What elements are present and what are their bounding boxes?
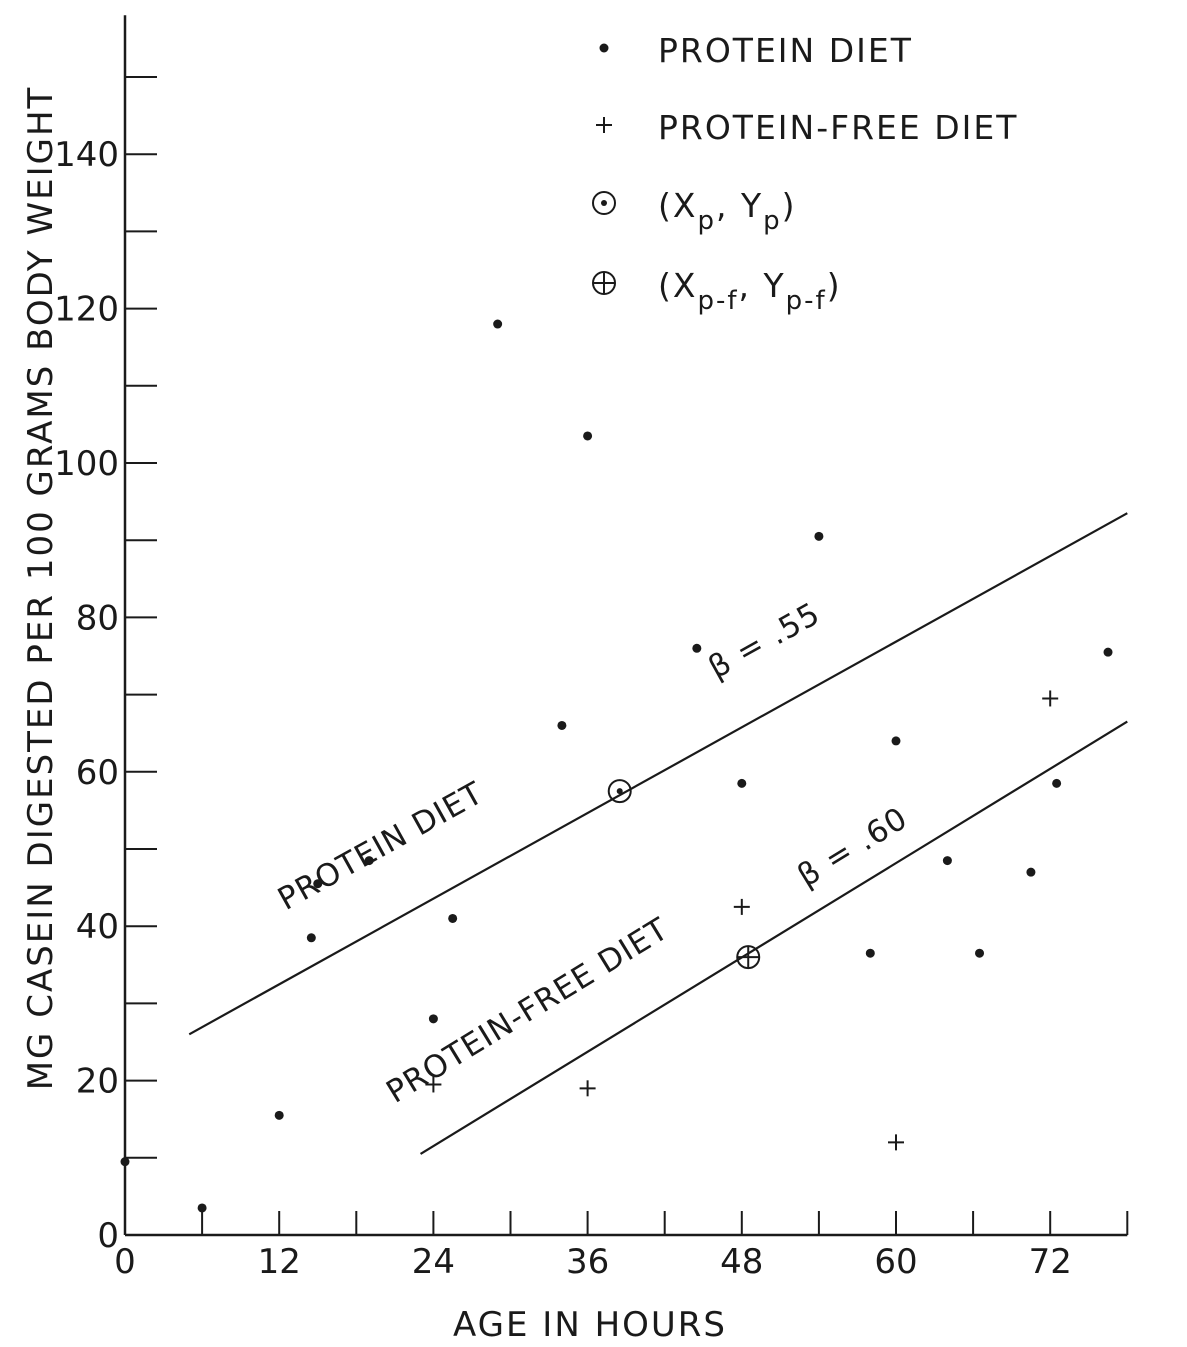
protein-diet-point — [448, 913, 458, 923]
data-points — [120, 319, 1113, 1213]
legend-marker-circled-plus — [592, 271, 616, 295]
regression-lines: PROTEIN DIET β = .55 PROTEIN-FREE DIET β = … — [188, 512, 1128, 1155]
y-tick-label: 140 — [54, 135, 119, 175]
protein-free-mean-marker — [736, 945, 761, 970]
legend-label: (Xp-f, Yp-f) — [658, 266, 842, 316]
protein-diet-point — [364, 856, 374, 866]
protein-mean-marker — [607, 779, 632, 804]
protein-diet-point — [120, 1157, 130, 1167]
legend-label: PROTEIN-FREE DIET — [658, 108, 1018, 147]
regression-line-label: PROTEIN DIET — [272, 775, 490, 918]
protein-free-point — [733, 898, 750, 915]
protein-free-point — [425, 1076, 442, 1093]
y-tick-label: 120 — [54, 290, 119, 330]
protein-diet-point — [197, 1203, 207, 1213]
x-tick-label: 12 — [258, 1242, 301, 1282]
y-tick-label: 80 — [76, 598, 119, 638]
protein-free-point — [579, 1080, 596, 1097]
protein-diet-point — [274, 1110, 284, 1120]
x-tick-label: 72 — [1029, 1242, 1072, 1282]
protein-diet-point — [557, 720, 567, 730]
regression-line — [419, 720, 1128, 1155]
legend-label: (Xp, Yp) — [658, 186, 797, 236]
regression-line — [188, 512, 1128, 1036]
protein-diet-point — [975, 948, 985, 958]
protein-diet-point — [692, 643, 702, 653]
y-tick-label: 60 — [76, 753, 119, 793]
protein-diet-point — [306, 933, 316, 943]
regression-line-label: PROTEIN-FREE DIET — [380, 911, 675, 1111]
y-tick-label: 20 — [76, 1062, 119, 1102]
slope-label: β = .60 — [791, 800, 914, 894]
x-axis-title: AGE IN HOURS — [453, 1305, 727, 1345]
y-tick-label: 100 — [54, 444, 119, 484]
slope-label: β = .55 — [703, 596, 827, 687]
protein-diet-point — [891, 736, 901, 746]
x-tick-label: 0 — [114, 1242, 136, 1282]
legend-marker-circled-dot — [592, 191, 616, 215]
tick-labels: 0 12 24 36 48 60 72 0 20 40 60 80 100 120 140 — [54, 135, 1072, 1282]
protein-diet-point — [583, 431, 593, 441]
y-axis-title: MG CASEIN DIGESTED PER 100 GRAMS BODY WE… — [21, 86, 61, 1091]
legend: PROTEIN DIET PROTEIN-FREE DIET (Xp, Yp) (Xp… — [592, 31, 1018, 316]
y-tick-label: 0 — [97, 1216, 119, 1256]
axis-ticks — [125, 76, 1129, 1235]
protein-diet-point — [814, 531, 824, 541]
x-tick-label: 48 — [720, 1242, 763, 1282]
protein-diet-point — [493, 319, 503, 329]
protein-diet-point — [428, 1014, 438, 1024]
protein-free-point — [888, 1134, 904, 1151]
protein-diet-point — [1026, 867, 1036, 877]
x-tick-label: 36 — [566, 1242, 609, 1282]
legend-marker-dot — [599, 43, 609, 53]
protein-diet-point — [942, 856, 952, 866]
protein-diet-point — [1052, 778, 1062, 788]
protein-free-point — [1042, 690, 1059, 707]
protein-diet-point — [313, 879, 323, 889]
protein-diet-point — [865, 948, 875, 958]
legend-label: PROTEIN DIET — [658, 31, 913, 70]
protein-diet-point — [737, 778, 747, 788]
x-tick-label: 60 — [874, 1242, 917, 1282]
x-tick-label: 24 — [412, 1242, 455, 1282]
y-tick-label: 40 — [76, 907, 119, 947]
protein-diet-point — [1103, 647, 1113, 657]
legend-marker-plus — [596, 117, 612, 133]
